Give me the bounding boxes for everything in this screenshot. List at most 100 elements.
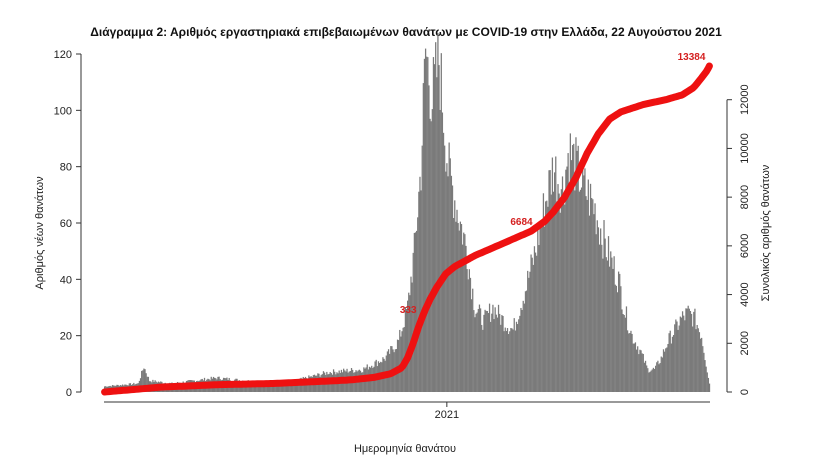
bar-day [701,337,703,392]
bar-day [499,313,501,392]
bar-day [509,331,511,392]
bar-day [619,273,621,392]
bar-day [576,150,578,392]
bar-day [519,315,521,392]
bar-day [515,321,518,392]
bar-day [460,224,463,392]
bar-day [625,306,628,392]
bar-day [485,310,487,392]
bar-day [589,183,592,392]
bar-day [586,199,588,392]
bar-day [692,326,694,392]
bar-day [635,349,638,392]
bar-day [504,327,506,392]
bar-day [663,351,666,392]
bar-day [474,317,476,392]
bar-day [549,170,551,392]
bar-day [470,299,473,392]
bar-day [686,308,688,392]
bar-day [482,329,484,392]
bar-day [623,315,625,392]
bar-day [528,277,530,392]
bar-day [611,257,613,392]
y-left-tick-label: 0 [66,387,72,399]
bar-day [582,159,584,392]
bar-day [565,169,567,392]
bar-day [690,313,693,392]
bar-day [659,362,661,392]
bar-day [662,349,665,392]
bar-day [558,193,560,392]
bar-day [657,360,659,392]
bar-day [522,300,524,392]
bar-day [141,370,143,392]
bar-day [649,371,651,392]
y-right-tick-label: 8000 [739,185,751,209]
x-tick-label: 2021 [435,409,459,421]
y-left-tick-label: 40 [60,274,72,286]
bar-day [668,333,670,392]
bar-day [486,310,488,392]
bar-day [523,303,525,392]
bar-day [555,156,557,392]
bar-day [437,33,439,392]
bar-day [634,342,637,392]
bar-day [427,57,429,393]
bar-day [525,290,528,392]
bar-day [694,308,696,392]
bar-day [612,268,614,392]
bar-day [387,349,390,392]
bar-day [566,166,568,392]
bar-day [693,311,695,392]
bar-day [632,343,634,392]
bar-day [422,83,424,392]
bar-day [530,254,532,392]
bar-day [570,160,573,392]
bar-day [415,230,418,392]
bar-day [139,378,142,392]
bar-day [516,324,519,392]
bar-day [431,109,433,392]
bar-day [472,288,474,392]
bar-day [430,121,432,392]
bar-day [463,232,465,392]
left-axis: 0 20 40 60 80 100 120 [54,49,82,399]
bar-day [490,321,492,392]
y-right-tick-label: 6000 [739,234,751,258]
bar-day [647,368,649,392]
bar-day [702,346,704,392]
bar-day [704,360,706,392]
bar-day [456,209,458,392]
bar-day [501,315,503,392]
bar-day [276,384,279,392]
y-right-tick-label: 4000 [739,282,751,306]
bar-day [606,260,609,392]
bar-day [360,372,363,392]
bar-day [538,245,540,392]
bar-day [279,382,281,392]
bar-day [554,172,556,392]
x-axis-label: Ημερομηνία θανάτου [354,443,456,455]
bar-day [621,309,623,392]
bar-day [280,382,282,392]
bar-day [539,223,541,392]
bar-day [678,325,680,392]
bar-day [683,315,685,392]
bar-day [478,304,481,392]
bar-day [453,217,455,392]
bar-day [275,383,277,392]
bar-day [676,321,678,392]
bar-day [503,331,505,392]
bar-day [672,335,675,392]
bar-day [502,316,504,392]
bar-day [419,176,421,392]
line-layer [101,62,713,396]
bar-day [699,338,702,392]
bar-day [508,334,510,392]
bar-day [297,380,299,392]
bar-day [580,187,583,392]
bar-day [661,357,664,392]
bar-day [552,191,555,392]
chart-title: Διάγραμμα 2: Αριθμός εργαστηριακά επιβεβ… [90,25,722,39]
bar-day [433,64,436,393]
